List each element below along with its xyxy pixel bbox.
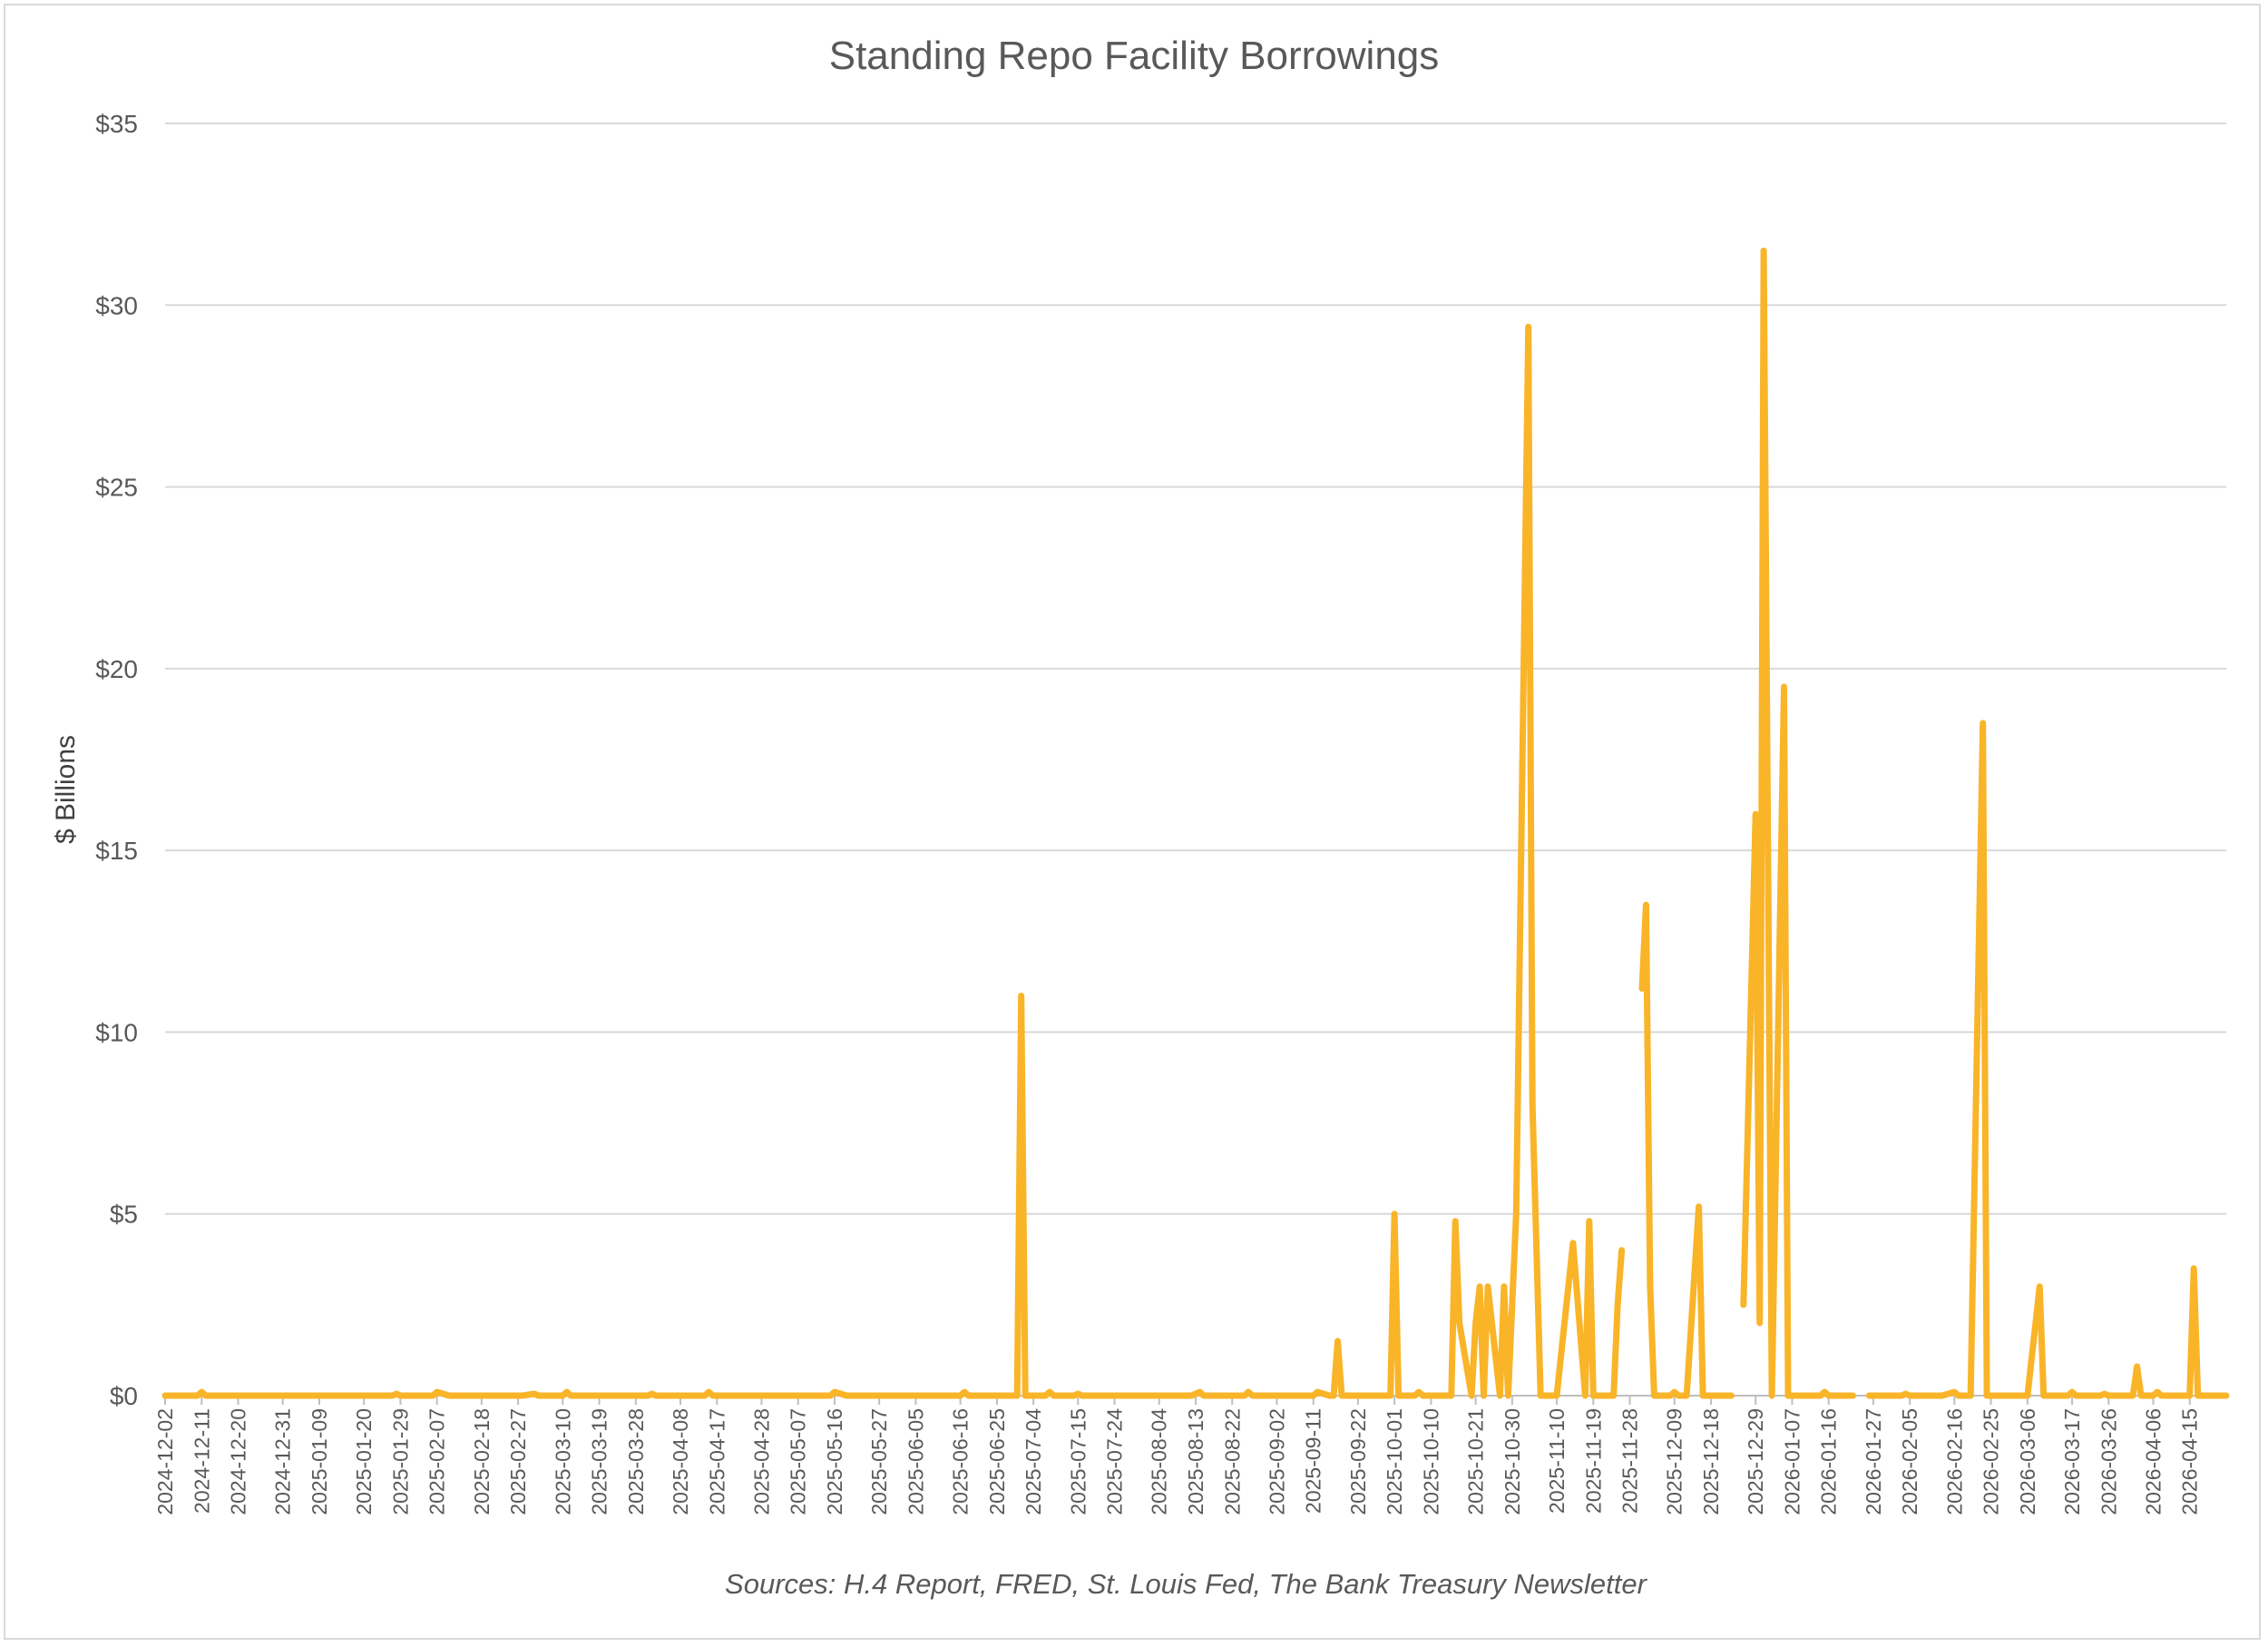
x-tick-label: 2025-11-28	[1618, 1408, 1642, 1514]
x-tick-label: 2025-06-16	[949, 1408, 973, 1515]
x-tick-label: 2026-03-26	[2097, 1408, 2120, 1515]
x-tick-label: 2025-12-18	[1699, 1408, 1723, 1515]
y-tick-label: $15	[95, 837, 138, 865]
x-tick-label: 2026-02-16	[1942, 1408, 1966, 1515]
x-tick-label: 2024-12-02	[153, 1408, 177, 1515]
x-tick-label: 2026-02-05	[1898, 1408, 1921, 1515]
y-tick-label: $35	[95, 110, 138, 138]
series-line-segment	[161, 323, 1626, 1399]
x-tick-label: 2025-05-07	[787, 1408, 810, 1515]
series-borrowings	[161, 247, 2230, 1399]
y-tick-label: $5	[110, 1201, 138, 1229]
x-tick-label: 2025-03-10	[551, 1408, 574, 1515]
x-tick-label: 2025-04-28	[749, 1408, 773, 1515]
x-tick-label: 2025-09-02	[1265, 1408, 1288, 1515]
x-tick-label: 2026-04-15	[2178, 1408, 2202, 1515]
y-tick-label: $25	[95, 474, 138, 502]
x-tick-label: 2025-10-01	[1383, 1408, 1406, 1515]
x-tick-label: 2026-04-06	[2141, 1408, 2165, 1515]
x-tick-label: 2025-12-09	[1663, 1408, 1686, 1515]
x-tick-label: 2025-01-29	[388, 1408, 412, 1515]
x-tick-label: 2025-04-08	[669, 1408, 692, 1515]
x-tick-label: 2025-11-19	[1581, 1408, 1605, 1514]
x-tick-label: 2025-02-07	[425, 1408, 449, 1515]
x-tick-label: 2025-06-05	[904, 1408, 927, 1515]
x-tick-label: 2025-07-24	[1103, 1408, 1127, 1515]
series-line-segment	[1638, 901, 1735, 1399]
x-tick-label: 2025-03-28	[624, 1408, 648, 1515]
x-tick-label: 2025-05-27	[867, 1408, 891, 1515]
chart-title: Standing Repo Facility Borrowings	[829, 34, 1440, 78]
x-tick-label: 2026-01-16	[1817, 1408, 1841, 1515]
x-tick-label: 2026-02-25	[1980, 1408, 2003, 1515]
x-tick-label: 2025-03-19	[588, 1408, 611, 1515]
y-tick-label: $30	[95, 291, 138, 319]
x-tick-label: 2024-12-11	[190, 1408, 213, 1514]
x-tick-label: 2025-10-30	[1501, 1408, 1524, 1515]
y-axis-ticks: $0 $5 $10 $15 $20 $25 $30 $35	[95, 110, 138, 1410]
x-tick-label: 2025-01-09	[308, 1408, 331, 1515]
x-tick-label: 2025-04-17	[705, 1408, 728, 1515]
series-line-segment	[1865, 720, 2230, 1399]
series-line-segment	[1740, 247, 1856, 1399]
x-tick-label: 2025-08-22	[1220, 1408, 1244, 1515]
x-tick-label: 2026-01-07	[1780, 1408, 1804, 1515]
x-tick-label: 2025-01-20	[352, 1408, 376, 1515]
chart-frame	[4, 4, 2261, 1640]
y-tick-label: $20	[95, 655, 138, 683]
gridlines	[165, 123, 2226, 1397]
x-tick-label: 2025-12-29	[1744, 1408, 1767, 1515]
y-axis-label: $ Billions	[51, 735, 81, 844]
x-tick-label: 2025-11-10	[1545, 1408, 1569, 1514]
x-tick-label: 2025-08-13	[1184, 1408, 1207, 1515]
x-tick-label: 2025-09-22	[1346, 1408, 1370, 1515]
x-tick-label: 2025-10-10	[1419, 1408, 1442, 1515]
x-tick-label: 2025-05-16	[823, 1408, 846, 1515]
y-tick-label: $0	[110, 1382, 138, 1410]
x-tick-label: 2025-02-27	[506, 1408, 530, 1515]
source-note: Sources: H.4 Report, FRED, St. Louis Fed…	[725, 1568, 1648, 1600]
y-tick-label: $10	[95, 1018, 138, 1046]
x-tick-label: 2024-12-31	[271, 1408, 295, 1515]
x-tick-label: 2025-06-25	[985, 1408, 1009, 1515]
x-tick-label: 2026-03-06	[2016, 1408, 2039, 1515]
x-tick-label: 2025-10-21	[1464, 1408, 1488, 1515]
x-tick-label: 2024-12-20	[227, 1408, 250, 1515]
x-tick-label: 2026-01-27	[1862, 1408, 1885, 1515]
x-tick-label: 2025-02-18	[470, 1408, 494, 1515]
x-tick-label: 2025-09-11	[1302, 1408, 1325, 1514]
x-tick-label: 2025-07-15	[1066, 1408, 1090, 1515]
x-tick-label: 2025-08-04	[1148, 1408, 1171, 1515]
x-axis-ticks: 2024-12-02 2024-12-11 2024-12-20 2024-12-31…	[153, 1396, 2202, 1515]
x-tick-label: 2025-07-04	[1022, 1408, 1045, 1515]
x-tick-label: 2026-03-17	[2060, 1408, 2084, 1515]
